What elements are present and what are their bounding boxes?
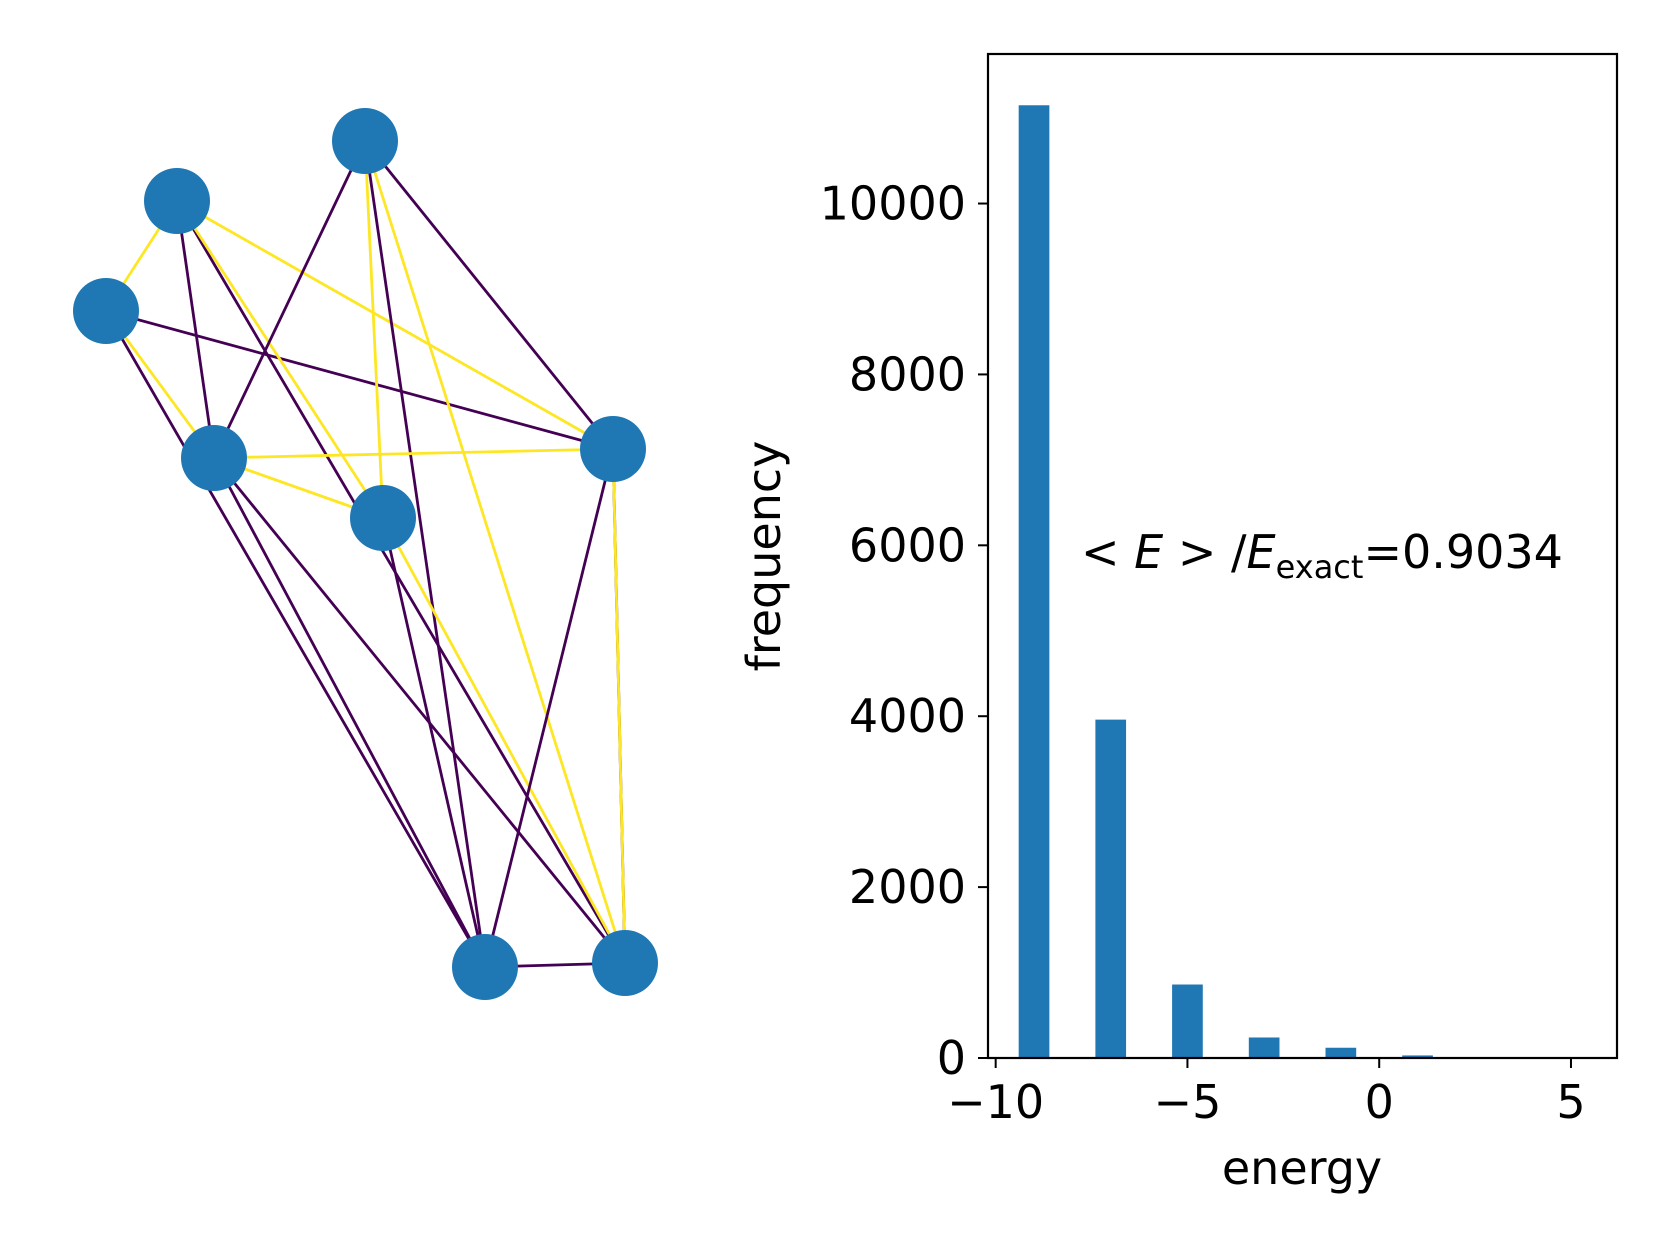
- x-axis-ticks: −10 −5 0 5: [947, 1058, 1586, 1129]
- x-tick-label: 5: [1556, 1075, 1585, 1129]
- annotation-E: E: [1134, 525, 1163, 579]
- y-axis-ticks: 0 2000 4000 6000 8000 10000: [820, 177, 988, 1085]
- y-tick-label: 8000: [849, 347, 966, 401]
- annotation-middle: > /: [1163, 525, 1247, 579]
- axes-frame: [986, 52, 1619, 1060]
- histogram-bar: [1018, 105, 1050, 1059]
- graph-node: [144, 168, 210, 234]
- graph-node: [73, 278, 139, 344]
- graph-edge: [104, 310, 487, 968]
- graph-panel: [73, 108, 658, 1000]
- graph-edge: [105, 309, 614, 451]
- graph-node: [350, 485, 416, 551]
- graph-edge: [175, 200, 627, 964]
- graph-edge: [212, 457, 487, 968]
- x-tick-label: 0: [1365, 1075, 1394, 1129]
- graph-edge: [212, 457, 627, 964]
- graph-edge: [175, 200, 385, 519]
- graph-edge: [611, 448, 627, 964]
- histogram-bar: [1248, 1037, 1280, 1058]
- graph-node: [332, 108, 398, 174]
- graph-nodes: [73, 108, 658, 1000]
- y-axis-label: frequency: [737, 441, 791, 672]
- graph-edge: [212, 140, 367, 459]
- graph-node: [452, 934, 518, 1000]
- y-tick-label: 4000: [849, 689, 966, 743]
- histogram-bar: [1172, 984, 1203, 1058]
- histogram-bar: [1095, 719, 1127, 1058]
- x-axis-label: energy: [1222, 1141, 1382, 1195]
- y-tick-label: 6000: [849, 518, 966, 572]
- annotation-prefix: <: [1081, 525, 1134, 579]
- graph-node: [181, 425, 247, 491]
- histogram-bar: [1402, 1055, 1433, 1058]
- graph-edge: [363, 140, 487, 968]
- histogram-bars: [1018, 105, 1433, 1059]
- energy-histogram: −10 −5 0 5 0 2000 4000 6000 8000 10000 energy fr…: [737, 52, 1619, 1195]
- graph-edge: [381, 517, 627, 964]
- graph-edge: [176, 199, 614, 451]
- graph-node: [592, 930, 658, 996]
- graph-edge: [363, 140, 627, 964]
- annotation-subscript: exact: [1276, 548, 1364, 586]
- graph-edge: [483, 448, 615, 968]
- graph-edge: [363, 140, 615, 450]
- y-tick-label: 2000: [849, 860, 966, 914]
- annotation-suffix: =0.9034: [1363, 525, 1563, 579]
- x-tick-label: −5: [1154, 1075, 1222, 1129]
- graph-edge: [213, 447, 614, 460]
- y-tick-label: 0: [937, 1031, 966, 1085]
- x-tick-label: −10: [947, 1075, 1044, 1129]
- graph-edge: [175, 200, 216, 459]
- energy-ratio-annotation: < E > /Eexact=0.9034: [1081, 525, 1563, 586]
- graph-node: [580, 416, 646, 482]
- y-tick-label: 10000: [820, 177, 966, 231]
- graph-edge: [381, 517, 487, 968]
- histogram-bar: [1325, 1047, 1357, 1058]
- annotation-E2: E: [1247, 525, 1276, 579]
